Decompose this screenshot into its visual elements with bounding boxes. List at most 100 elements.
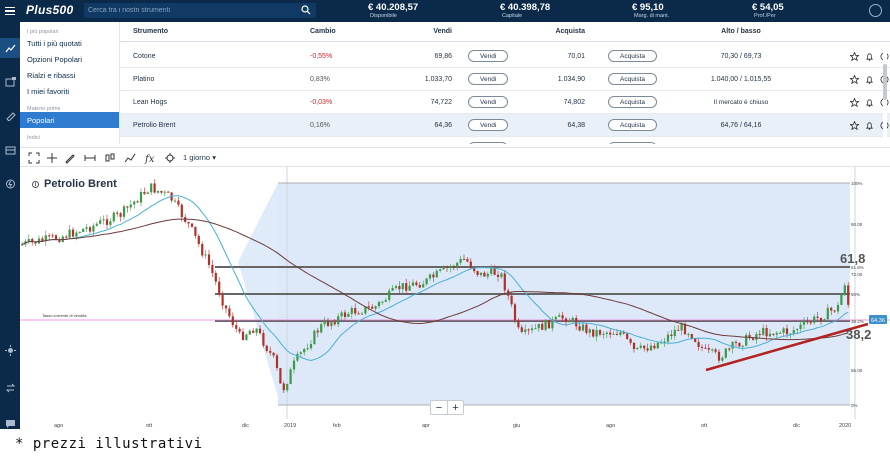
expand-icon[interactable] <box>28 152 40 164</box>
candle <box>92 225 95 232</box>
candle <box>704 347 707 349</box>
sidebar-positions-icon[interactable] <box>0 72 20 92</box>
favorite-star-icon[interactable] <box>850 97 859 107</box>
category-menu: I più popolari Tutti i più quotati Opzio… <box>20 22 120 144</box>
header-change[interactable]: Cambio <box>310 28 336 35</box>
menu-item-gainers-losers[interactable]: Rialzi e ribassi <box>27 71 76 80</box>
candle <box>265 345 268 351</box>
alert-bell-icon[interactable] <box>865 98 874 107</box>
sidebar-switch-icon[interactable] <box>0 378 20 398</box>
candle <box>374 306 377 309</box>
candle <box>248 330 251 335</box>
price-chart[interactable]: 64.36 100% 80.00 61.8% 72.00 50% 38.2% 56.00 0% 6… <box>20 167 890 429</box>
account-icon[interactable] <box>869 4 882 17</box>
sidebar-orders-icon[interactable] <box>0 106 20 126</box>
period-dropdown[interactable]: 1 giorno ▾ <box>183 153 216 162</box>
candle <box>527 329 530 331</box>
table-row[interactable]: Petrolio Brent 0,16% 64,36 Vendi 64,38 Acquis… <box>120 114 890 137</box>
sidebar-chat-icon[interactable] <box>0 414 20 434</box>
y-tick-label: 61.8% <box>851 265 864 270</box>
candle <box>663 341 666 343</box>
table-row[interactable]: Cotone -0,55% 69,86 Vendi 70,01 Acquista 70,30… <box>120 45 890 68</box>
sidebar-funds-icon[interactable] <box>0 140 20 160</box>
compare-icon[interactable] <box>124 152 136 164</box>
table-row[interactable]: Zucchero 0,03% 14,51 Vendi 14,54 Acquista14,5… <box>120 137 890 144</box>
x-tick-label: dic <box>793 423 800 429</box>
chart-type-icon[interactable] <box>104 152 116 164</box>
candle <box>609 332 612 335</box>
info-icon[interactable]: i <box>32 180 39 188</box>
candle <box>88 227 92 232</box>
candle <box>748 334 751 339</box>
instrument-name[interactable]: Petrolio Brent <box>133 121 176 129</box>
candle <box>823 319 826 321</box>
high-low: Il mercato è chiuso <box>713 98 769 106</box>
candle <box>316 330 319 333</box>
menu-item-popular-options[interactable]: Opzioni Popolari <box>27 55 83 64</box>
candle <box>588 329 591 333</box>
favorite-star-icon[interactable] <box>850 120 859 130</box>
menu-item-favorites[interactable]: I miei favoriti <box>27 87 70 96</box>
instrument-name[interactable]: Platino <box>133 75 155 83</box>
sell-button[interactable]: Vendi <box>468 142 509 144</box>
candle <box>830 307 833 311</box>
sell-button[interactable]: Vendi <box>468 73 509 85</box>
search-box[interactable] <box>84 3 316 18</box>
favorite-star-icon[interactable] <box>850 74 859 84</box>
candle <box>762 327 765 335</box>
candle <box>129 204 132 208</box>
buy-button[interactable]: Acquista <box>608 119 657 131</box>
buy-button[interactable]: Acquista <box>608 73 657 85</box>
sidebar-theme-icon[interactable] <box>0 340 20 360</box>
alert-bell-icon[interactable] <box>865 52 874 61</box>
search-input[interactable] <box>88 4 288 17</box>
draw-icon[interactable] <box>64 152 76 164</box>
menu-icon[interactable] <box>0 0 20 22</box>
high-low: 70,30 / 69,73 <box>720 52 762 60</box>
search-icon[interactable] <box>301 5 311 15</box>
candle <box>133 201 136 205</box>
x-tick-label: ago <box>54 423 63 429</box>
menu-item-top-quoted[interactable]: Tutti i più quotati <box>27 39 82 48</box>
candle <box>85 227 88 229</box>
zoom-out-button[interactable]: − <box>435 401 443 414</box>
sell-button[interactable]: Vendi <box>468 50 509 62</box>
instrument-name[interactable]: Zucchero <box>133 137 162 144</box>
candle <box>48 235 51 237</box>
zoom-in-button[interactable]: + <box>447 401 463 414</box>
sell-button[interactable]: Vendi <box>468 96 509 108</box>
header-buy: Acquista <box>555 28 585 35</box>
crosshair-icon[interactable] <box>46 152 58 164</box>
sidebar-trade-icon[interactable] <box>0 38 20 58</box>
instrument-name[interactable]: Lean Hogs <box>133 98 167 106</box>
menu-item-commodities-popular[interactable]: Popolari <box>20 112 119 128</box>
candle <box>405 283 408 291</box>
favorite-star-icon[interactable] <box>850 51 859 61</box>
alert-bell-icon[interactable] <box>865 121 874 130</box>
candle <box>258 328 262 334</box>
settings-icon[interactable] <box>164 152 176 164</box>
candle <box>350 308 353 314</box>
alert-bell-icon[interactable] <box>865 144 874 145</box>
buy-button[interactable]: Acquista <box>608 142 657 144</box>
alert-bell-icon[interactable] <box>865 75 874 84</box>
indicators-icon[interactable]: fx <box>144 152 156 164</box>
instrument-name[interactable]: Cotone <box>133 52 156 60</box>
candle <box>384 299 387 302</box>
buy-button[interactable]: Acquista <box>608 50 657 62</box>
candle <box>275 355 279 369</box>
sell-button[interactable]: Vendi <box>468 119 509 131</box>
candle <box>534 328 537 330</box>
table-scrollbar[interactable] <box>883 44 887 144</box>
buy-button[interactable]: Acquista <box>608 96 657 108</box>
candle <box>425 278 428 285</box>
sidebar-alerts-icon[interactable] <box>0 174 20 194</box>
candle <box>551 319 554 329</box>
table-row[interactable]: Lean Hogs -0,03% 74,722 Vendi 74,802 Acquista… <box>120 91 890 114</box>
favorite-star-icon[interactable] <box>850 143 859 145</box>
measure-icon[interactable] <box>84 152 96 164</box>
table-row[interactable]: Platino 0,83% 1.033,70 Vendi 1.034,90 Acquist… <box>120 68 890 91</box>
chart-canvas[interactable]: 64.36 100% 80.00 61.8% 72.00 50% 38.2% 56.00 0% 6… <box>20 167 890 429</box>
header-instrument[interactable]: Strumento <box>133 28 168 35</box>
